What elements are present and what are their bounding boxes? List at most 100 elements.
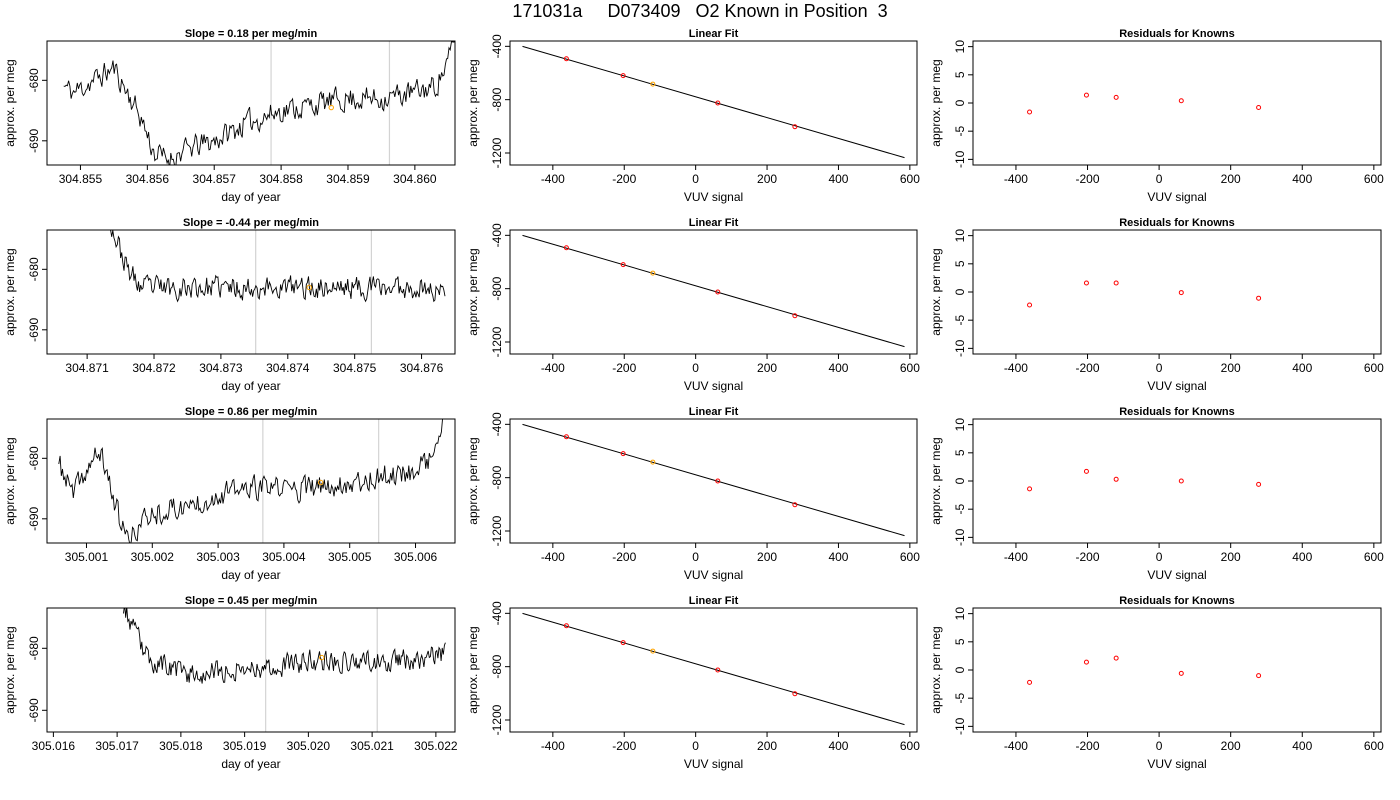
x-tick-label: 0	[692, 172, 699, 186]
x-tick-label: 305.020	[287, 739, 331, 753]
y-tick-label: -690	[27, 317, 41, 341]
x-tick-label: 600	[1364, 550, 1384, 564]
y-axis-label: approx. per meg	[466, 437, 480, 524]
y-axis-label: approx. per meg	[3, 626, 17, 713]
x-tick-label: -200	[612, 739, 636, 753]
y-tick-label: 0	[953, 666, 967, 673]
y-axis-label: approx. per meg	[466, 248, 480, 335]
data-trace	[110, 230, 446, 303]
residual-point	[1113, 94, 1119, 100]
x-tick-label: 305.002	[131, 550, 175, 564]
x-tick-label: 400	[1292, 739, 1312, 753]
y-axis-label: approx. per meg	[466, 626, 480, 713]
x-tick-label: 0	[692, 739, 699, 753]
x-axis-label: VUV signal	[684, 568, 743, 582]
x-tick-label: -400	[1004, 739, 1028, 753]
x-tick-label: 304.872	[132, 361, 176, 375]
y-tick-label: 5	[953, 260, 967, 267]
linear-fit-panel-row-2: Linear Fit -400 -200 0 200 400 600 -400 -800 -120…	[466, 217, 920, 393]
x-tick-label: 200	[757, 172, 777, 186]
residual-point	[1083, 468, 1089, 474]
residual-point	[1113, 655, 1119, 661]
y-tick-label: -680	[27, 68, 41, 92]
panel-title: Residuals for Knowns	[1119, 406, 1235, 418]
plot-area	[123, 608, 446, 732]
y-tick-label: -5	[953, 315, 967, 326]
plot-frame	[509, 418, 918, 544]
y-tick-label: 0	[953, 288, 967, 295]
x-tick-label: 305.019	[223, 739, 267, 753]
fit-line	[522, 234, 905, 348]
x-tick-label: 0	[1156, 172, 1163, 186]
x-tick-label: 400	[828, 550, 848, 564]
mean-marker	[328, 104, 334, 111]
residuals-panel-row-3: Residuals for Knowns -400 -200 0 200 400 600 -1…	[929, 406, 1384, 582]
x-tick-label: 400	[828, 172, 848, 186]
plot-frame	[972, 229, 1382, 355]
panel-title: Residuals for Knowns	[1119, 217, 1235, 229]
known-point	[792, 502, 798, 508]
y-tick-label: -690	[27, 698, 41, 722]
x-axis-label: day of year	[221, 379, 280, 393]
y-tick-label: -10	[953, 150, 967, 168]
y-tick-label: -5	[953, 126, 967, 137]
y-axis-label: approx. per meg	[3, 59, 17, 146]
plot-frame	[46, 418, 456, 544]
x-tick-label: -200	[612, 172, 636, 186]
plot-frame	[46, 229, 456, 355]
x-tick-label: -200	[1076, 172, 1100, 186]
panel-title: Slope = 0.45 per meg/min	[185, 595, 318, 607]
known-point	[620, 451, 626, 457]
y-tick-label: -1200	[490, 137, 504, 168]
timeseries-panel-row-1: Slope = 0.18 per meg/min 304.855 304.856 30…	[3, 28, 456, 204]
x-axis-label: day of year	[221, 190, 280, 204]
x-tick-label: 0	[692, 550, 699, 564]
x-tick-label: -400	[541, 361, 565, 375]
x-tick-label: -200	[1076, 361, 1100, 375]
residual-point	[1178, 670, 1184, 676]
y-tick-label: -800	[490, 87, 504, 111]
x-tick-label: 305.004	[262, 550, 306, 564]
y-axis-label: approx. per meg	[3, 437, 17, 524]
x-tick-label: 0	[1156, 361, 1163, 375]
plot-frame	[46, 607, 456, 733]
x-tick-label: 304.873	[199, 361, 243, 375]
linear-fit-panel-row-4: Linear Fit -400 -200 0 200 400 600 -400 -800 -120…	[466, 595, 920, 771]
panel-title: Linear Fit	[689, 28, 739, 40]
x-tick-label: 304.875	[333, 361, 377, 375]
y-tick-label: 10	[953, 229, 967, 243]
y-tick-label: 0	[953, 99, 967, 106]
y-tick-label: 0	[953, 477, 967, 484]
plot-frame	[509, 607, 918, 733]
x-tick-label: 305.005	[328, 550, 372, 564]
plot-frame	[972, 40, 1382, 166]
known-point	[792, 691, 798, 697]
known-point	[792, 313, 798, 319]
panel-title: Slope = 0.86 per meg/min	[185, 406, 318, 418]
residual-point	[1083, 92, 1089, 98]
y-axis-label: approx. per meg	[929, 626, 943, 713]
known-point	[563, 623, 569, 629]
x-tick-label: 200	[1221, 550, 1241, 564]
x-tick-label: 305.018	[159, 739, 203, 753]
residual-point	[1256, 481, 1262, 487]
residual-point	[1178, 478, 1184, 484]
known-point	[715, 100, 721, 106]
y-tick-label: 10	[953, 418, 967, 432]
sample-point	[650, 459, 656, 465]
plot-frame	[509, 229, 918, 355]
x-tick-label: -200	[1076, 739, 1100, 753]
y-tick-label: -10	[953, 717, 967, 735]
residual-point	[1027, 302, 1033, 308]
known-point	[715, 289, 721, 295]
x-tick-label: 200	[757, 361, 777, 375]
residual-point	[1178, 290, 1184, 296]
y-axis-label: approx. per meg	[929, 248, 943, 335]
known-point	[715, 667, 721, 673]
residual-point	[1027, 109, 1033, 115]
y-tick-label: -690	[27, 506, 41, 530]
mean-marker	[318, 479, 324, 486]
mean-marker	[306, 284, 312, 291]
panel-title: Linear Fit	[689, 217, 739, 229]
y-tick-label: -680	[27, 636, 41, 660]
